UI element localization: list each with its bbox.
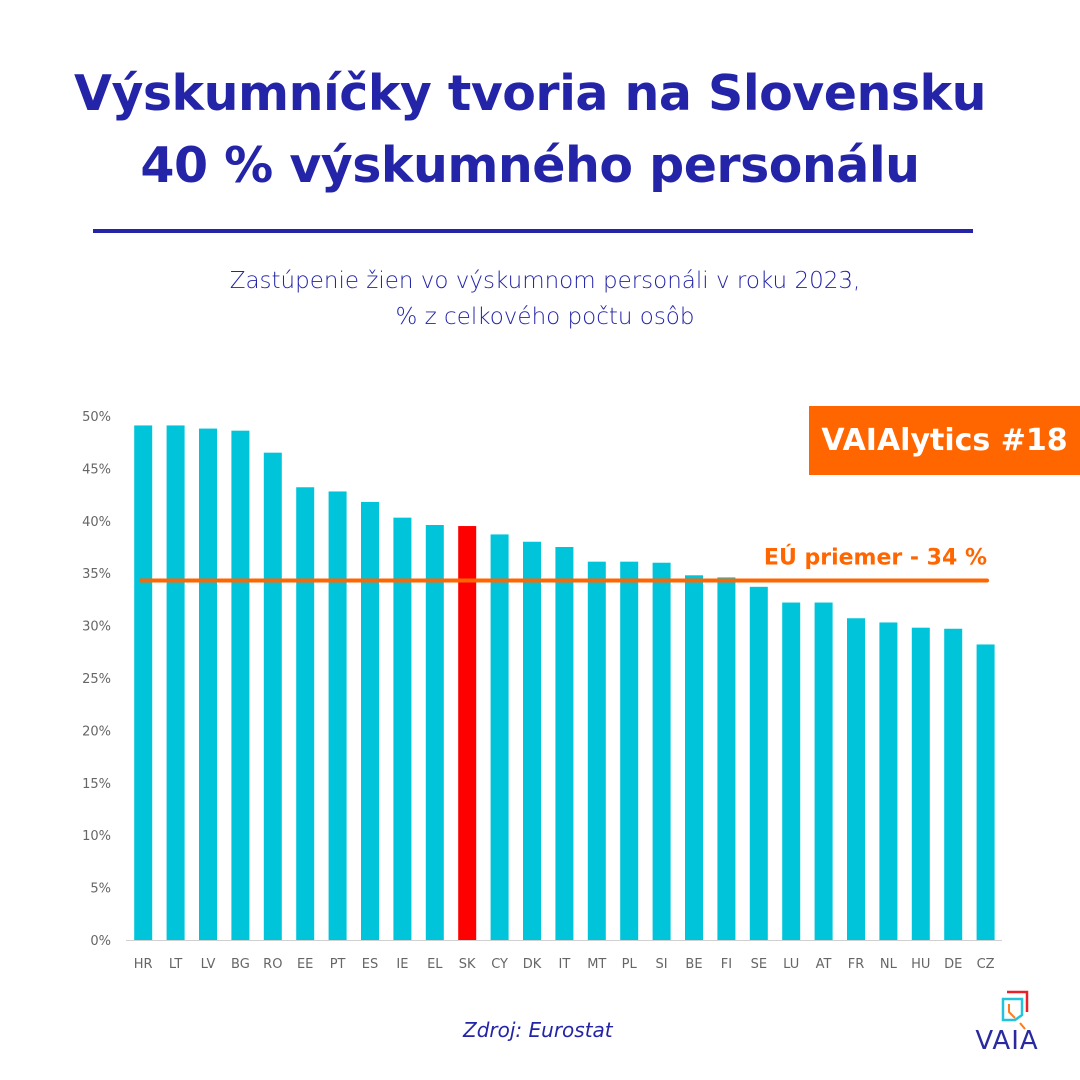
bar-BG [231,430,250,940]
bar-MT [587,561,606,940]
chart-title-line-2: % z celkového počtu osôb [395,304,695,330]
bar-FR [847,618,865,940]
bar-PT [328,491,347,940]
bar-SK [458,526,477,940]
bar-IE [393,517,412,940]
x-tick-label: MT [587,957,606,972]
x-tick-label: PL [622,957,638,972]
bar-LU [782,602,801,940]
x-tick-label: IT [559,957,571,972]
bar-CZ [976,644,995,940]
bar-FI [717,577,736,940]
x-tick-label: DK [523,957,542,972]
bar-ES [361,501,379,940]
y-tick-label: 20% [82,724,111,739]
x-tick-label: LV [201,957,216,972]
x-tick-label: BG [231,957,250,972]
y-tick-label: 5% [90,882,111,897]
bar-EE [296,487,315,940]
x-tick-label: HU [911,957,930,972]
bar-DK [523,541,541,940]
title-divider [93,229,973,233]
x-tick-label: PT [330,957,346,972]
y-tick-label: 40% [82,515,111,530]
y-tick-label: 10% [82,829,111,844]
bar-PL [620,561,639,940]
bar-DE [944,628,963,940]
page-title: Výskumníčky tvoria na Slovensku 40 % výs… [0,58,1060,202]
bar-LT [166,425,185,940]
title-line-2: 40 % výskumného personálu [140,137,920,194]
bar-SI [652,562,671,940]
x-tick-label: AT [816,957,832,972]
x-tick-label: RO [263,957,282,972]
x-tick-label: SE [751,957,767,972]
x-tick-label: IE [396,957,408,972]
x-tick-label: CZ [977,957,995,972]
x-tick-label: BE [685,957,702,972]
y-tick-label: 0% [90,934,111,949]
average-label: EÚ priemer - 34 % [764,545,987,571]
x-tick-label: CY [491,957,508,972]
series-badge: VAIAlytics #18 [809,406,1080,475]
source-note: Zdroj: Eurostat [463,1018,613,1042]
y-tick-label: 15% [82,777,111,792]
x-tick-label: EL [427,957,443,972]
x-tick-label: ES [362,957,378,972]
x-tick-label: LU [783,957,799,972]
chart-title: Zastúpenie žien vo výskumnom personáli v… [0,263,1080,335]
bar-RO [263,452,282,940]
x-tick-label: SI [656,957,668,972]
x-tick-label: DE [944,957,962,972]
x-tick-label: SK [459,957,476,972]
x-tick-label: FR [848,957,865,972]
bar-EL [425,524,444,940]
bar-IT [555,547,574,940]
x-tick-label: LT [169,957,182,972]
y-tick-label: 30% [82,620,111,635]
bar-BE [685,575,703,940]
bar-NL [879,622,898,940]
bar-SE [749,586,768,940]
bar-HR [134,425,153,940]
x-tick-label: FI [721,957,732,972]
y-tick-label: 35% [82,567,111,582]
y-tick-label: 45% [82,462,111,477]
title-line-1: Výskumníčky tvoria na Slovensku [74,65,986,122]
x-tick-label: HR [134,957,153,972]
bar-CY [490,534,509,940]
bar-AT [814,602,833,940]
y-tick-label: 25% [82,672,111,687]
bar-LV [199,428,217,940]
bar-HU [911,627,930,940]
x-tick-label: EE [297,957,313,972]
chart-title-line-1: Zastúpenie žien vo výskumnom personáli v… [229,268,861,294]
y-tick-label: 50% [82,410,111,425]
svg-text:VAIA: VAIA [975,1026,1038,1055]
vaia-logo: VAIA [975,990,1038,1055]
x-tick-label: NL [880,957,898,972]
